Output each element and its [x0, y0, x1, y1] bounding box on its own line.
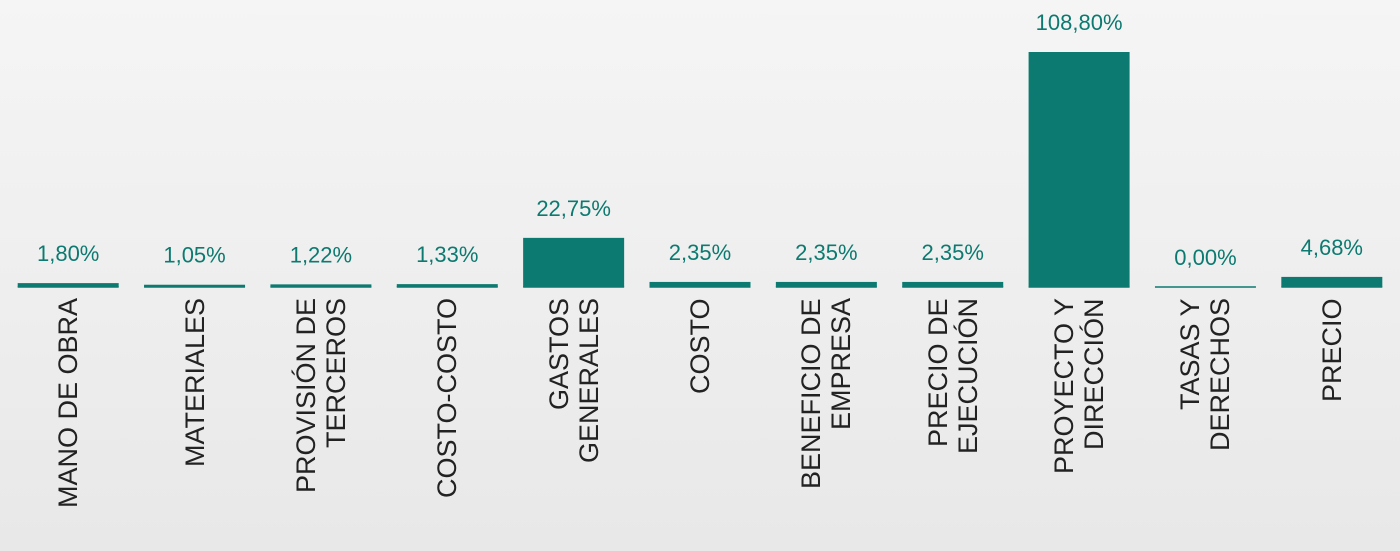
value-label: 0,00% — [1174, 245, 1236, 270]
category-label: PRECIO — [1316, 298, 1347, 402]
bar — [649, 281, 751, 287]
bar — [775, 281, 877, 287]
category-label: PRECIO DE EJECUCIÓN — [922, 298, 983, 455]
bar — [270, 284, 372, 287]
category-label: TASAS Y DERECHOS — [1175, 298, 1236, 452]
bar — [1281, 276, 1383, 287]
value-label: 22,75% — [536, 196, 611, 221]
category-label: PROYECTO Y DIRECCIÓN — [1049, 298, 1110, 475]
bar — [144, 284, 246, 287]
value-label: 1,80% — [37, 241, 99, 266]
value-label: 2,35% — [795, 240, 857, 265]
category-label: PROVISIÓN DE TERCEROS — [290, 298, 351, 494]
category-label: MANO DE OBRA — [53, 298, 84, 509]
category-label: BENEFICIO DE EMPRESA — [796, 298, 857, 489]
category-label: MATERIALES — [179, 298, 210, 468]
bar — [17, 283, 119, 287]
category-label: GASTOS GENERALES — [543, 298, 604, 464]
value-label: 1,05% — [163, 243, 225, 268]
bar — [396, 284, 498, 287]
value-label: 1,22% — [290, 242, 352, 267]
value-label: 2,35% — [922, 240, 984, 265]
bar — [1028, 52, 1130, 287]
bar — [902, 281, 1004, 287]
value-label: 2,35% — [669, 240, 731, 265]
value-label: 108,80% — [1036, 10, 1123, 35]
category-label: COSTO — [685, 298, 715, 394]
bar — [523, 237, 625, 287]
value-label: 4,68% — [1301, 235, 1363, 260]
value-label: 1,33% — [416, 242, 478, 267]
category-label: COSTO-COSTO — [432, 298, 463, 499]
